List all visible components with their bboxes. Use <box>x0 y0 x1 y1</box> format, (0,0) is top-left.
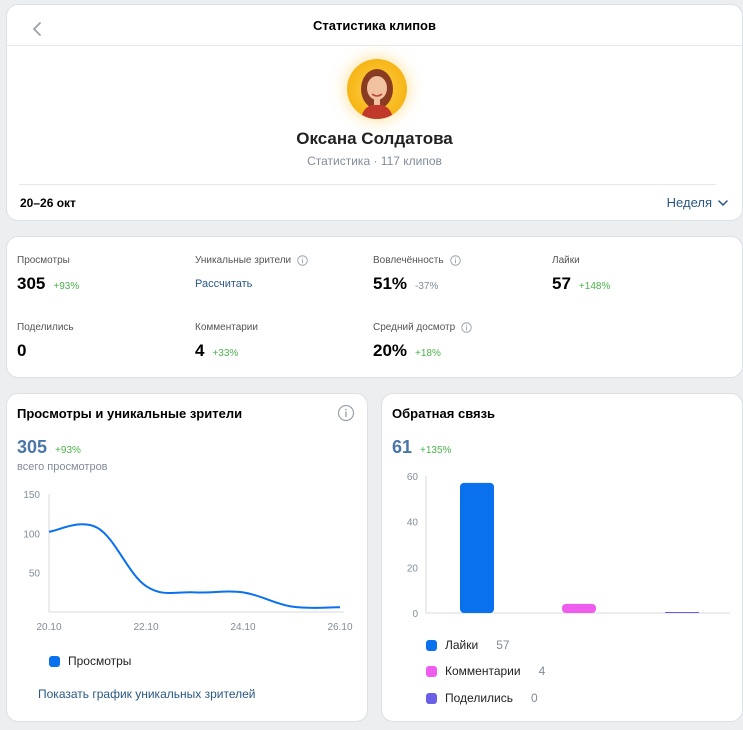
back-button[interactable] <box>23 15 51 43</box>
y-tick-label: 60 <box>407 472 419 483</box>
stat-shares-label: Поделились <box>17 322 74 333</box>
avatar-photo <box>361 69 393 119</box>
stat-comments-value: 4 <box>195 341 205 360</box>
feedback-bar-chart: 60 40 20 0 <box>407 472 730 617</box>
stat-watch-label: Средний досмотр <box>373 322 456 333</box>
feedback-total: 61 <box>392 437 413 457</box>
info-icon[interactable] <box>297 255 308 266</box>
profile-name: Оксана Солдатова <box>296 129 453 148</box>
stat-watch: Средний досмотр 20% +18% <box>373 322 472 361</box>
views-caption: всего просмотров <box>17 461 108 473</box>
y-tick-label: 50 <box>29 569 41 580</box>
stat-engagement-label: Вовлечённость <box>373 255 444 266</box>
legend-label-likes: Лайки <box>445 638 479 652</box>
stat-unique-label: Уникальные зрители <box>195 255 292 266</box>
stat-engagement-value: 51% <box>373 274 408 293</box>
views-total-delta: +93% <box>55 445 81 456</box>
period-label: Неделя <box>666 195 712 210</box>
legend-dot-likes <box>426 639 437 651</box>
calculate-link[interactable]: Рассчитать <box>195 278 253 290</box>
legend-label-shares: Поделились <box>445 691 513 705</box>
stat-comments-delta: +33% <box>212 348 239 359</box>
period-dropdown[interactable]: Неделя <box>667 195 728 210</box>
date-range: 20–26 окт <box>20 196 76 210</box>
show-unique-viewers-link[interactable]: Показать график уникальных зрителей <box>38 687 256 701</box>
legend-dot-views <box>49 655 60 667</box>
legend-value-likes: 57 <box>496 638 510 652</box>
x-tick-label: 24.10 <box>230 622 255 632</box>
views-chart-card: Просмотры и уникальные зрители 305 +93% … <box>6 393 368 722</box>
stat-views-label: Просмотры <box>17 255 70 266</box>
stat-views: Просмотры 305 +93% <box>17 255 79 294</box>
stat-watch-value: 20% <box>373 341 408 360</box>
stat-shares: Поделились 0 <box>17 322 74 361</box>
y-tick-label: 0 <box>412 609 418 617</box>
info-icon[interactable] <box>449 255 461 266</box>
stat-likes-delta: +148% <box>578 281 611 292</box>
legend-dot-shares <box>426 692 437 704</box>
y-tick-label: 100 <box>23 529 40 540</box>
views-series-line <box>48 523 341 609</box>
y-tick-label: 20 <box>407 563 419 574</box>
profile-header-card: Статистика клипов Оксана Солдатова Стати… <box>6 4 743 221</box>
views-legend: Просмотры <box>49 654 131 668</box>
stat-likes-label: Лайки <box>552 255 580 266</box>
stat-views-value: 305 <box>17 274 46 293</box>
stat-views-delta: +93% <box>53 281 80 292</box>
x-tick-label: 20.10 <box>36 622 61 632</box>
stat-likes-value: 57 <box>552 274 571 293</box>
feedback-total-delta: +135% <box>420 445 452 456</box>
views-line-chart: 150 100 50 20.10 22.10 24.10 26.10 <box>23 490 353 632</box>
stat-comments: Комментарии 4 +33% <box>195 322 258 361</box>
views-card-title: Просмотры и уникальные зрители <box>17 406 243 421</box>
stat-likes: Лайки 57 +148% <box>552 255 610 294</box>
legend-label-comments: Комментарии <box>445 664 521 678</box>
section-divider <box>19 184 716 185</box>
stat-engagement-delta: -37% <box>415 281 439 292</box>
stats-summary-card: Просмотры 305 +93% Уникальные зрители Ра… <box>6 236 743 378</box>
feedback-chart-card: Обратная связь 61 +135% 60 40 20 0 Лайки 57… <box>381 393 743 722</box>
bar-likes <box>460 482 494 613</box>
header-divider <box>7 45 742 46</box>
bar-comments <box>562 603 596 613</box>
legend-dot-comments <box>426 665 437 677</box>
legend-item-likes: Лайки 57 <box>426 638 510 652</box>
stat-unique: Уникальные зрители Рассчитать <box>195 255 308 290</box>
stat-watch-delta: +18% <box>415 348 441 359</box>
chevron-down-icon <box>718 199 728 206</box>
legend-value-shares: 0 <box>530 691 538 705</box>
legend-value-comments: 4 <box>538 664 546 678</box>
x-tick-label: 26.10 <box>327 622 352 632</box>
info-icon[interactable] <box>461 322 472 333</box>
stat-comments-label: Комментарии <box>195 322 258 333</box>
legend-label-views: Просмотры <box>68 654 132 668</box>
y-tick-label: 150 <box>23 490 40 501</box>
y-tick-label: 40 <box>407 518 419 529</box>
views-total: 305 <box>17 437 48 457</box>
legend-item-shares: Поделились 0 <box>426 691 538 705</box>
stat-shares-value: 0 <box>17 341 27 360</box>
page-title: Статистика клипов <box>313 18 436 33</box>
info-icon[interactable] <box>337 404 355 422</box>
feedback-card-title: Обратная связь <box>392 406 496 421</box>
x-tick-label: 22.10 <box>133 622 158 632</box>
avatar[interactable] <box>347 59 407 119</box>
legend-item-comments: Комментарии 4 <box>426 664 545 678</box>
chevron-left-icon <box>33 22 41 36</box>
profile-subtitle: Статистика · 117 клипов <box>307 154 442 168</box>
stat-engagement: Вовлечённость 51% -37% <box>373 255 461 294</box>
bar-shares <box>665 612 699 613</box>
